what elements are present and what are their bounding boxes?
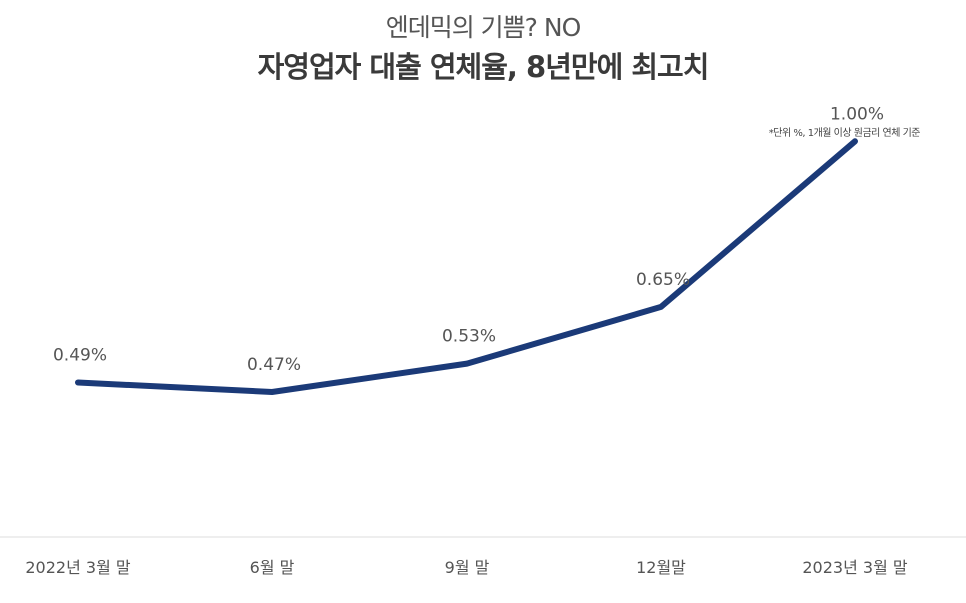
data-labels: 0.49% 0.47% 0.53% 0.65% 1.00%: [53, 104, 884, 375]
x-tick-label-0: 2022년 3월 말: [25, 558, 131, 577]
data-label-0: 0.49%: [53, 346, 107, 366]
unit-note: *단위 %, 1개월 이상 원금리 연체 기준: [768, 128, 921, 139]
x-tick-labels: 2022년 3월 말 6월 말 9월 말 12월말 2023년 3월 말: [25, 558, 908, 577]
x-tick-label-2: 9월 말: [445, 558, 490, 577]
series-line: [75, 138, 858, 395]
data-label-3: 0.65%: [636, 270, 690, 290]
x-tick-label-4: 2023년 3월 말: [802, 558, 908, 577]
data-label-4: 1.00%: [830, 104, 884, 124]
x-tick-label-3: 12월말: [636, 558, 686, 577]
data-label-1: 0.47%: [247, 355, 301, 375]
data-label-2: 0.53%: [442, 327, 496, 347]
chart-title: 자영업자 대출 연체율, 8년만에 최고치: [257, 50, 710, 84]
x-tick-label-1: 6월 말: [250, 558, 295, 577]
chart-subtitle: 엔데믹의 기쁨? NO: [385, 13, 582, 42]
